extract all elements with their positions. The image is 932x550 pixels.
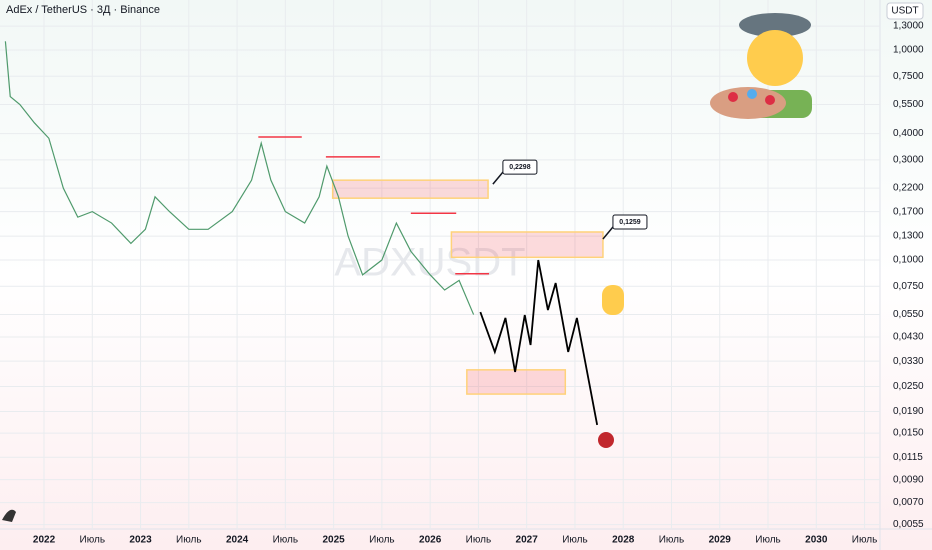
y-tick-label: 0,0750 xyxy=(893,281,924,292)
y-tick-label: 0,4000 xyxy=(893,128,924,139)
y-tick-label: 0,1000 xyxy=(893,255,924,266)
y-tick-label: 0,0070 xyxy=(893,497,924,508)
tool-icon xyxy=(2,509,16,522)
unit-box xyxy=(886,2,924,20)
y-tick-label: 0,2200 xyxy=(893,183,924,194)
watermark: ADXUSDT xyxy=(334,241,525,285)
zone xyxy=(331,179,489,199)
x-tick-label: Июль xyxy=(852,535,878,546)
y-tick-label: 0,0055 xyxy=(893,519,924,530)
y-tick-label: 0,0430 xyxy=(893,332,924,343)
x-tick-label: Июль xyxy=(176,535,202,546)
x-tick-label: 2024 xyxy=(226,535,249,546)
x-tick-label: Июль xyxy=(369,535,395,546)
y-tick-label: 0,0250 xyxy=(893,381,924,392)
x-tick-label: Июль xyxy=(562,535,588,546)
y-axis-label: USDT xyxy=(891,6,918,17)
y-tick-label: 0,0115 xyxy=(893,452,923,463)
artist-icon xyxy=(710,13,812,119)
x-tick-label: Июль xyxy=(273,535,299,546)
callout-pointer xyxy=(492,171,504,185)
zone xyxy=(450,231,604,259)
price-line xyxy=(4,41,475,315)
y-tick-label: 0,5500 xyxy=(893,99,924,110)
y-tick-label: 0,0190 xyxy=(893,406,924,417)
y-tick-label: 0,0330 xyxy=(893,356,924,367)
callout-label: 0,1259 xyxy=(619,219,641,226)
y-tick-label: 1,3000 xyxy=(893,21,924,32)
x-tick-label: 2027 xyxy=(516,535,539,546)
callout-box xyxy=(612,214,648,230)
y-tick-label: 1,0000 xyxy=(893,45,924,56)
callout-label: 0,2298 xyxy=(509,164,531,171)
x-tick-label: 2023 xyxy=(129,535,152,546)
x-tick-label: Июль xyxy=(755,535,781,546)
x-tick-label: Июль xyxy=(80,535,106,546)
callout-pointer xyxy=(602,226,614,240)
x-tick-label: 2028 xyxy=(612,535,635,546)
y-tick-label: 0,7500 xyxy=(893,71,924,82)
y-tick-label: 0,3000 xyxy=(893,154,924,165)
x-tick-label: 2029 xyxy=(709,535,732,546)
x-tick-label: 2022 xyxy=(33,535,56,546)
y-tick-label: 0,0150 xyxy=(893,428,924,439)
devil-icon xyxy=(598,432,614,448)
y-tick-label: 0,0090 xyxy=(893,474,924,485)
zone xyxy=(466,369,567,395)
y-tick-label: 0,1700 xyxy=(893,206,924,217)
x-tick-label: Июль xyxy=(659,535,685,546)
x-tick-label: 2026 xyxy=(419,535,442,546)
fingers-icon xyxy=(602,285,624,315)
x-tick-label: Июль xyxy=(466,535,492,546)
x-tick-label: 2030 xyxy=(805,535,828,546)
chart-title: AdEx / TetherUS · 3Д · Binance xyxy=(6,4,160,16)
price-line xyxy=(479,259,599,426)
x-tick-label: 2025 xyxy=(322,535,345,546)
y-tick-label: 0,0550 xyxy=(893,309,924,320)
y-tick-label: 0,1300 xyxy=(893,231,924,242)
callout-box xyxy=(502,159,538,175)
